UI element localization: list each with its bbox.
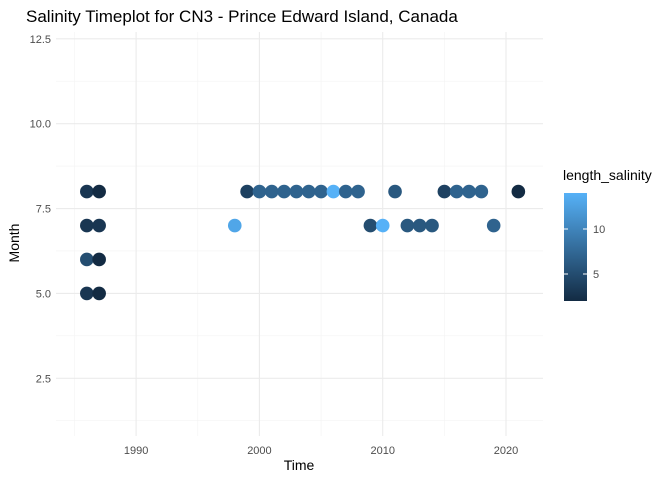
data-point — [80, 286, 94, 301]
x-tick-label: 2020 — [494, 445, 518, 457]
data-point — [314, 184, 328, 199]
data-points — [80, 184, 526, 301]
legend-title: length_salinity — [563, 167, 652, 183]
legend-tick-label: 5 — [593, 269, 599, 281]
x-tick-labels: 1990 2000 2010 2020 — [124, 445, 518, 457]
data-point — [388, 184, 402, 199]
data-point — [92, 184, 106, 199]
y-tick-labels: 2.5 5.0 7.5 10.0 12.5 — [30, 34, 51, 385]
data-point — [264, 184, 279, 199]
data-point — [227, 218, 242, 233]
data-point — [462, 184, 476, 199]
data-point — [412, 218, 427, 233]
chart-title: Salinity Timeplot for CN3 - Prince Edwar… — [26, 7, 458, 26]
data-point — [301, 184, 316, 199]
data-point — [92, 252, 106, 267]
y-tick-label: 5.0 — [36, 288, 51, 300]
data-point — [80, 218, 94, 233]
data-point — [375, 218, 390, 233]
data-point — [252, 184, 267, 199]
data-point — [289, 184, 304, 199]
legend-tick-label: 10 — [593, 224, 605, 236]
data-point — [277, 184, 291, 199]
data-point — [240, 184, 254, 199]
data-point — [80, 184, 94, 199]
plot-grid — [56, 32, 543, 436]
x-tick-label: 1990 — [124, 445, 148, 457]
data-point — [449, 184, 464, 199]
legend-ticks: 5 10 — [564, 224, 605, 281]
data-point — [511, 184, 526, 199]
x-axis-title: Time — [284, 457, 315, 473]
y-tick-label: 2.5 — [36, 373, 51, 385]
y-axis-title: Month — [6, 224, 22, 263]
y-tick-label: 10.0 — [30, 119, 51, 131]
data-point — [351, 184, 365, 199]
data-point — [326, 184, 341, 199]
data-point — [338, 184, 353, 199]
y-tick-label: 12.5 — [30, 34, 51, 46]
x-tick-label: 2000 — [247, 445, 271, 457]
data-point — [486, 218, 501, 233]
legend-colorbar — [564, 193, 587, 301]
color-legend: length_salinity 5 10 — [563, 167, 652, 301]
data-point — [437, 184, 452, 199]
data-point — [92, 286, 106, 301]
data-point — [80, 252, 94, 267]
data-point — [474, 184, 489, 199]
x-tick-label: 2010 — [370, 445, 394, 457]
y-tick-label: 7.5 — [36, 204, 51, 216]
data-point — [400, 218, 415, 233]
data-point — [92, 218, 106, 233]
data-point — [425, 218, 439, 233]
data-point — [363, 218, 378, 233]
